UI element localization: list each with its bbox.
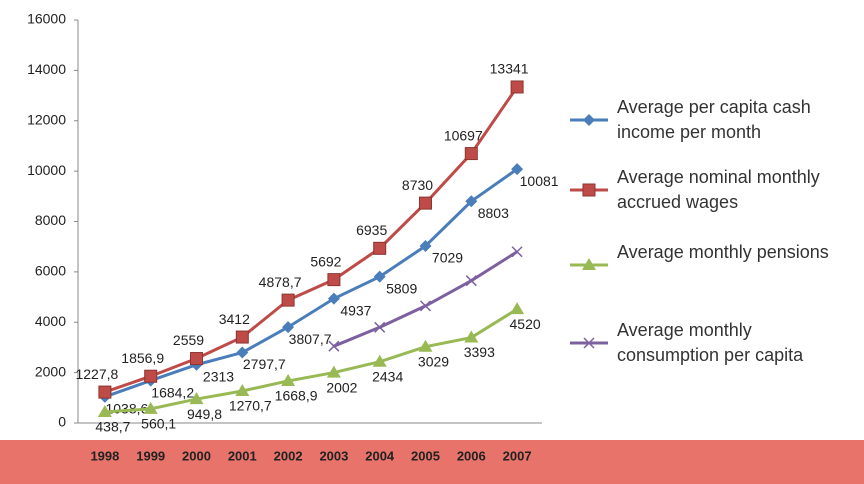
marker [281, 373, 296, 386]
value-label: 6935 [356, 222, 387, 238]
marker [465, 275, 477, 287]
value-label: 5692 [310, 253, 341, 269]
legend-label: Average monthly consumption per capita [617, 320, 804, 365]
marker [583, 337, 595, 349]
marker [511, 246, 523, 258]
marker [97, 404, 112, 417]
x-tick-label: 2006 [457, 448, 486, 463]
marker [372, 354, 387, 367]
x-tick-label: 2007 [503, 448, 532, 463]
y-tick-label: 16000 [27, 11, 66, 27]
marker [327, 292, 340, 305]
series-line [333, 250, 518, 348]
y-tick-label: 12000 [27, 111, 66, 127]
marker [190, 352, 203, 366]
marker [510, 80, 524, 94]
marker [582, 258, 596, 270]
series-line [104, 86, 519, 394]
marker [328, 340, 340, 352]
value-label: 4878,7 [259, 274, 302, 290]
marker [419, 196, 432, 210]
x-tick-label: 1998 [90, 448, 119, 463]
marker [418, 339, 433, 352]
value-label: 8803 [478, 205, 509, 221]
series-line [104, 167, 518, 399]
y-tick-label: 4000 [35, 313, 66, 329]
marker [582, 183, 596, 197]
marker [236, 346, 249, 359]
y-tick-label: 6000 [35, 263, 66, 279]
legend-label: Average nominal monthly accrued wages [617, 167, 820, 212]
value-label: 2797,7 [243, 356, 286, 372]
marker [282, 321, 295, 334]
value-label: 10697 [444, 127, 483, 143]
value-label: 10081 [520, 173, 559, 189]
marker [144, 369, 158, 383]
value-label: 1668,9 [275, 388, 318, 404]
marker [143, 401, 158, 414]
marker [464, 330, 479, 343]
value-label: 13341 [490, 61, 529, 77]
marker [465, 195, 478, 208]
y-tick-label: 0 [58, 414, 66, 430]
marker [235, 383, 250, 396]
series-line [104, 307, 518, 414]
value-label: 5809 [386, 280, 417, 296]
marker [281, 293, 295, 307]
marker [583, 114, 595, 126]
value-label: 3393 [464, 344, 495, 360]
x-tick-label: 2003 [319, 448, 348, 463]
marker [326, 365, 341, 378]
marker [189, 392, 204, 405]
marker [373, 270, 386, 283]
y-tick-label: 14000 [27, 61, 66, 77]
marker [419, 300, 432, 312]
value-label: 1684,2 [151, 384, 194, 400]
marker [419, 239, 432, 252]
value-label: 560,1 [141, 416, 176, 432]
marker [235, 330, 249, 344]
marker [511, 163, 524, 176]
value-label: 2434 [372, 368, 403, 384]
value-label: 4937 [340, 302, 371, 318]
y-tick-label: 10000 [27, 162, 66, 178]
x-tick-label: 2001 [228, 448, 257, 463]
legend-label: Average per capita cash income per month [617, 97, 811, 142]
marker [373, 241, 387, 255]
x-tick-label: 2002 [274, 448, 303, 463]
value-label: 949,8 [187, 406, 222, 422]
value-label: 2002 [326, 379, 357, 395]
value-label: 7029 [432, 250, 463, 266]
value-label: 3807,7 [289, 331, 332, 347]
y-tick-label: 8000 [35, 212, 66, 228]
marker [374, 321, 386, 333]
value-label: 2559 [173, 332, 204, 348]
legend-label: Average monthly pensions [617, 242, 829, 262]
value-label: 3029 [418, 353, 449, 369]
marker [464, 147, 478, 161]
value-label: 1856,9 [121, 350, 164, 366]
value-label: 8730 [402, 177, 433, 193]
value-label: 4520 [510, 316, 541, 332]
marker [98, 385, 112, 399]
value-label: 1227,8 [75, 366, 118, 382]
value-label: 3412 [219, 311, 250, 327]
x-tick-label: 2000 [182, 448, 211, 463]
footer-band [0, 440, 864, 484]
value-label: 2313 [203, 368, 234, 384]
value-label: 438,7 [95, 419, 130, 435]
x-tick-label: 2005 [411, 448, 440, 463]
x-tick-label: 1999 [136, 448, 165, 463]
x-tick-label: 2004 [365, 448, 395, 463]
value-label: 1270,7 [229, 398, 272, 414]
marker [510, 302, 525, 315]
y-tick-label: 2000 [35, 363, 66, 379]
marker [327, 273, 341, 287]
